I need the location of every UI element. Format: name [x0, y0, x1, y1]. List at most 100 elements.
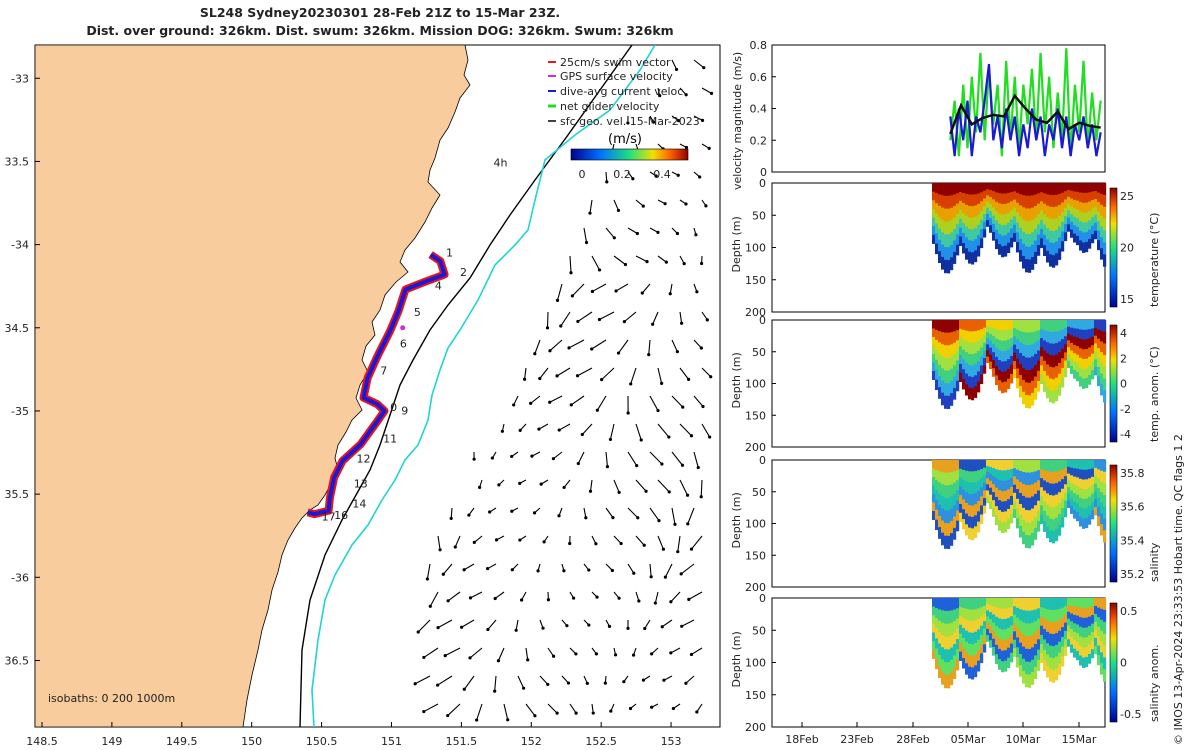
section-cell — [1037, 370, 1041, 382]
velocity-arrowhead — [584, 240, 589, 245]
section-cell — [968, 331, 972, 344]
section-cell — [995, 201, 999, 212]
map-x-tick-label: 149.5 — [166, 735, 198, 748]
section-cell — [1094, 351, 1098, 360]
section-cell — [986, 207, 990, 215]
section-cell — [998, 598, 1002, 609]
velocity-arrowhead — [608, 437, 613, 442]
velocity-arrowhead — [651, 322, 655, 326]
section-cell — [1022, 658, 1026, 672]
velocity-arrow — [556, 283, 563, 301]
section-cell — [1004, 371, 1008, 383]
section-cell — [995, 320, 999, 330]
section-cell — [944, 523, 948, 537]
velocity-arrowhead — [568, 541, 572, 546]
section-colorbar-tick: 35.2 — [1120, 568, 1145, 581]
section-cell — [1097, 192, 1101, 203]
velocity-y-tick-label: 0.2 — [750, 134, 768, 147]
section-cell — [1067, 618, 1071, 627]
section-cell — [1001, 629, 1005, 641]
section-cell — [1022, 598, 1026, 611]
section-cell — [1067, 183, 1071, 191]
section-cell — [1037, 203, 1041, 215]
section-cell — [962, 469, 966, 481]
section-cell — [1088, 365, 1092, 376]
velocity-arrowhead — [548, 400, 552, 404]
section-cell — [1010, 320, 1014, 330]
section-cell — [1049, 254, 1053, 267]
section-cell — [1067, 217, 1071, 225]
velocity-arrow — [649, 451, 663, 465]
section-cell — [935, 329, 939, 341]
section-cell — [1001, 640, 1005, 652]
section-cell — [986, 628, 990, 636]
section-cell — [965, 204, 969, 217]
section-cell — [1058, 502, 1062, 515]
section-cell — [1070, 365, 1074, 374]
section-cell — [971, 655, 975, 668]
section-cell — [944, 485, 948, 499]
section-cell — [1100, 663, 1104, 675]
section-cell — [992, 215, 996, 225]
section-cell — [998, 638, 1002, 650]
velocity-arrowhead — [576, 319, 580, 324]
velocity-axes — [771, 44, 1106, 173]
section-cell — [971, 598, 975, 611]
section-cell — [1019, 363, 1023, 376]
section-cell — [977, 320, 981, 331]
section-cell — [1013, 320, 1017, 329]
section-cell — [1073, 598, 1077, 607]
section-cell — [977, 618, 981, 630]
section-y-tick-label: 100 — [745, 518, 766, 531]
section-cell — [1073, 468, 1077, 478]
section-cell — [935, 349, 939, 361]
section-cell — [1082, 222, 1086, 234]
section-y-tick-label: 0 — [759, 177, 766, 190]
velocity-arrowhead — [468, 596, 473, 600]
section-cell — [956, 608, 960, 620]
section-cell — [1037, 340, 1041, 351]
section-cell — [1070, 350, 1074, 359]
velocity-arrowhead — [650, 705, 654, 709]
section-cell — [962, 648, 966, 659]
section-cell — [980, 238, 984, 249]
velocity-arrowhead — [636, 516, 640, 520]
section-cell — [959, 615, 963, 626]
section-cell — [980, 478, 984, 488]
velocity-arrowhead — [687, 597, 691, 601]
section-cell — [932, 328, 936, 338]
section-cell — [1097, 655, 1101, 666]
velocity-arrowhead — [664, 260, 668, 264]
section-cell — [1079, 516, 1083, 527]
section-cell — [977, 480, 981, 492]
velocity-arrow — [613, 535, 622, 544]
section-cell — [1052, 207, 1056, 220]
section-cell — [1028, 246, 1032, 261]
section-cell — [980, 625, 984, 636]
section-cell — [995, 375, 999, 386]
section-cell — [935, 479, 939, 491]
section-cell — [1073, 640, 1077, 650]
velocity-arrowhead — [696, 465, 700, 470]
velocity-arrowhead — [610, 568, 614, 573]
section-cell — [971, 229, 975, 242]
section-cell — [1031, 647, 1035, 661]
section-cell — [1079, 202, 1083, 213]
section-cell — [983, 320, 987, 329]
map-legend: 25cm/s swim vector GPS surface velocity … — [548, 56, 700, 181]
section-cell — [1067, 326, 1071, 335]
section-cell — [1010, 201, 1014, 211]
section-cell — [1076, 218, 1080, 228]
velocity-arrow — [560, 311, 571, 327]
section-cell — [1016, 378, 1020, 389]
section-cell — [953, 493, 957, 506]
section-cell — [935, 320, 939, 331]
section-cell — [1043, 340, 1047, 352]
section-cell — [1037, 360, 1041, 372]
velocity-arrow — [437, 535, 441, 550]
section-cell — [992, 231, 996, 241]
section-cell — [941, 634, 945, 648]
section-cell — [1028, 522, 1032, 536]
section-cell — [962, 489, 966, 500]
section-cell — [1034, 527, 1038, 540]
